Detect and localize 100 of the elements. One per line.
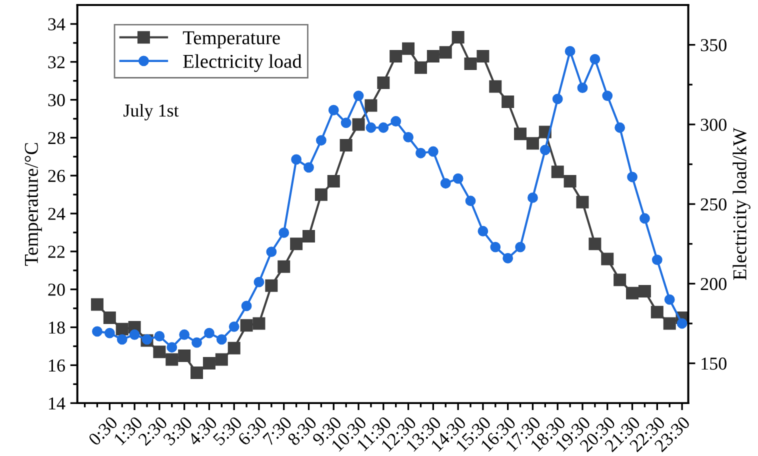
point: [502, 95, 514, 108]
point: [90, 298, 104, 311]
point: [627, 172, 638, 182]
point: [576, 196, 589, 208]
point: [265, 279, 278, 292]
point: [278, 260, 290, 273]
point: [166, 353, 178, 366]
point: [590, 54, 600, 64]
point: [602, 90, 613, 101]
point: [390, 50, 402, 62]
point: [377, 76, 390, 89]
point: [240, 319, 253, 332]
point: [588, 238, 602, 250]
point: [551, 166, 564, 178]
point: [316, 135, 326, 146]
point: [216, 334, 227, 345]
point: [664, 294, 675, 305]
point: [663, 317, 676, 330]
point: [515, 242, 526, 252]
point: [328, 104, 339, 116]
point: [266, 246, 277, 258]
point: [340, 139, 352, 152]
y-tick-label: 16: [49, 360, 65, 372]
y-tick-label: 18: [49, 322, 65, 334]
point: [340, 118, 352, 128]
point: [314, 188, 328, 201]
point: [104, 328, 115, 338]
point: [428, 146, 438, 157]
point: [402, 42, 415, 55]
legend-label: Electricity load: [183, 54, 302, 72]
point: [614, 122, 626, 133]
point: [153, 346, 166, 358]
point: [577, 82, 588, 94]
point: [452, 173, 464, 184]
point: [416, 148, 426, 158]
point: [192, 337, 202, 348]
point: [403, 132, 414, 142]
y2-tick-label: 150: [702, 358, 726, 370]
point: [129, 329, 140, 340]
point: [278, 228, 290, 238]
point: [514, 128, 527, 140]
point: [204, 328, 214, 338]
point: [190, 366, 204, 380]
legend-label: Temperature: [182, 31, 280, 48]
y2-tick-label: 350: [700, 39, 726, 52]
y-axis-title: Temperature/°C: [24, 143, 42, 266]
point: [676, 318, 688, 329]
point: [252, 317, 266, 330]
point: [92, 326, 102, 337]
point: [390, 116, 402, 126]
point: [116, 322, 128, 336]
point: [352, 118, 365, 131]
y-tick-label: 30: [48, 94, 65, 106]
point: [215, 353, 228, 366]
point: [241, 300, 252, 312]
annotation: July 1st: [124, 104, 179, 120]
point: [478, 226, 488, 236]
y-tick-label: 26: [48, 170, 65, 182]
point: [502, 252, 514, 264]
y-tick-label: 32: [48, 56, 65, 68]
point: [640, 213, 650, 224]
y-tick-label: 28: [48, 132, 65, 144]
point: [614, 274, 626, 286]
point: [540, 144, 550, 156]
point: [564, 175, 576, 188]
point: [414, 61, 427, 74]
point: [601, 252, 614, 266]
point: [302, 230, 316, 243]
point: [452, 30, 464, 44]
point: [291, 154, 302, 165]
point: [652, 254, 662, 265]
point: [304, 162, 314, 173]
point: [202, 357, 216, 370]
point: [638, 285, 651, 298]
point: [564, 46, 576, 56]
point: [490, 242, 501, 252]
point: [378, 122, 389, 133]
point: [178, 349, 191, 362]
y-tick-label: 34: [48, 18, 66, 30]
point: [552, 94, 563, 104]
point: [426, 50, 440, 62]
point: [228, 321, 240, 332]
y2-tick-label: 300: [700, 118, 726, 131]
point: [254, 276, 264, 288]
point: [650, 306, 664, 318]
point: [327, 175, 340, 188]
point: [290, 238, 303, 250]
point: [465, 196, 476, 206]
point: [103, 312, 116, 324]
y-tick-label: 20: [48, 284, 65, 296]
point: [626, 286, 639, 300]
y-tick-label: 14: [49, 397, 66, 410]
point: [476, 50, 490, 62]
y2-tick-label: 200: [700, 278, 726, 290]
point: [154, 331, 165, 342]
point: [353, 90, 364, 101]
point: [166, 342, 178, 353]
point: [489, 80, 502, 93]
y2-tick-label: 250: [700, 198, 726, 210]
point: [440, 178, 451, 189]
